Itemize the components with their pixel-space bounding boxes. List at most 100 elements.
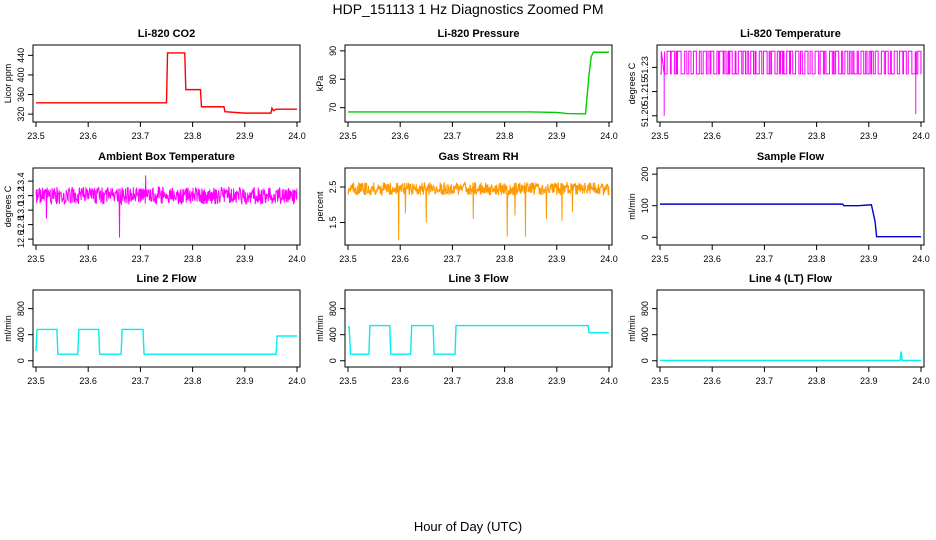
panel-title: Li-820 Pressure	[438, 28, 520, 40]
panel-line3: Line 3 Flow 23.5 23.6 23.7 23.8 23.9 24.0 0 400 8…	[315, 273, 618, 386]
y-axis-label: ml/min	[315, 315, 325, 342]
y-tick-label: 13.2	[16, 187, 26, 205]
x-tick-label: 24.0	[288, 376, 306, 386]
x-tick-label: 23.6	[391, 131, 409, 141]
panel-title: Li-820 Temperature	[740, 28, 841, 40]
x-tick-label: 23.7	[132, 254, 150, 264]
x-tick-label: 23.7	[132, 131, 150, 141]
y-tick-label: 90	[328, 46, 338, 56]
y-axis-label: Licor ppm	[3, 64, 13, 104]
x-tick-label: 23.7	[756, 376, 774, 386]
x-tick-label: 23.7	[444, 376, 462, 386]
series-line-line2	[35, 328, 297, 355]
x-tick-label: 23.9	[236, 376, 254, 386]
plot-frame	[656, 167, 925, 246]
x-tick-label: 23.7	[132, 376, 150, 386]
series-line-box_temp	[35, 175, 298, 238]
x-tick-label: 23.9	[548, 254, 566, 264]
panel-grid: Li-820 CO2 23.5 23.6 23.7 23.8 23.9 24.0 320 360…	[3, 28, 930, 386]
panel-line4: Line 4 (LT) Flow 23.5 23.6 23.7 23.8 23.9 24.0…	[627, 273, 930, 386]
panel-pressure: Li-820 Pressure 23.5 23.6 23.7 23.8 23.9 24.0 7…	[315, 28, 618, 141]
x-tick-label: 23.5	[651, 131, 669, 141]
x-tick-label: 24.0	[912, 254, 930, 264]
x-tick-label: 23.8	[808, 254, 826, 264]
x-tick-label: 24.0	[288, 254, 306, 264]
y-tick-label: 200	[640, 167, 650, 182]
figure-x-axis-label: Hour of Day (UTC)	[414, 519, 522, 534]
y-tick-label: 1.5	[328, 216, 338, 229]
y-tick-label: 400	[16, 67, 26, 82]
x-tick-label: 24.0	[600, 376, 618, 386]
series-line-sample_flow	[660, 203, 921, 238]
x-tick-label: 23.5	[27, 376, 45, 386]
x-tick-label: 23.8	[808, 376, 826, 386]
series-line-line4	[660, 351, 921, 362]
figure-title: HDP_151113 1 Hz Diagnostics Zoomed PM	[332, 1, 603, 17]
plot-frame	[32, 44, 301, 123]
y-tick-label: 440	[16, 48, 26, 63]
plot-frame	[344, 167, 613, 246]
x-tick-label: 23.8	[184, 376, 202, 386]
plot-frame	[656, 289, 925, 368]
y-tick-label: 320	[16, 107, 26, 122]
plot-frame	[344, 44, 613, 123]
panel-title: Line 4 (LT) Flow	[749, 273, 832, 285]
x-tick-label: 24.0	[600, 131, 618, 141]
y-tick-label: 400	[328, 327, 338, 342]
y-axis-label: ml/min	[627, 193, 637, 220]
y-tick-label: 800	[640, 301, 650, 316]
panel-sample_flow: Sample Flow 23.5 23.6 23.7 23.8 23.9 24.0 0 100 2…	[627, 151, 930, 264]
y-axis-label: degrees C	[3, 185, 13, 227]
panel-title: Gas Stream RH	[438, 151, 518, 163]
series-line-licor_temp	[660, 50, 922, 116]
x-tick-label: 23.6	[703, 131, 721, 141]
y-tick-label: 0	[640, 235, 650, 240]
x-tick-label: 23.8	[184, 131, 202, 141]
y-axis-label: ml/min	[3, 315, 13, 342]
x-tick-label: 23.6	[79, 254, 97, 264]
x-tick-label: 23.8	[496, 254, 514, 264]
x-tick-label: 23.9	[236, 131, 254, 141]
x-tick-label: 23.7	[756, 254, 774, 264]
x-tick-label: 23.7	[444, 131, 462, 141]
x-tick-label: 23.6	[79, 376, 97, 386]
x-tick-label: 23.5	[651, 254, 669, 264]
x-tick-label: 24.0	[600, 254, 618, 264]
y-axis-label: kPa	[315, 76, 325, 92]
x-tick-label: 23.5	[651, 376, 669, 386]
x-tick-label: 23.8	[184, 254, 202, 264]
x-tick-label: 23.5	[27, 254, 45, 264]
x-tick-label: 23.6	[703, 254, 721, 264]
panel-co2: Li-820 CO2 23.5 23.6 23.7 23.8 23.9 24.0 320 360…	[3, 28, 306, 141]
x-tick-label: 23.7	[444, 254, 462, 264]
x-tick-label: 23.8	[496, 376, 514, 386]
x-tick-label: 23.6	[391, 254, 409, 264]
plot-frame	[656, 44, 925, 123]
x-tick-label: 23.6	[703, 376, 721, 386]
series-line-line3	[348, 324, 609, 355]
y-tick-label: 12.8	[16, 216, 26, 234]
panel-licor_temp: Li-820 Temperature 23.5 23.6 23.7 23.8 23.9 24…	[627, 28, 930, 141]
y-axis-label: degrees C	[627, 62, 637, 104]
y-tick-label: 100	[640, 198, 650, 213]
y-axis-label: ml/min	[627, 315, 637, 342]
y-tick-label: 0	[640, 358, 650, 363]
y-tick-label: 13.4	[16, 172, 26, 190]
x-tick-label: 23.9	[548, 376, 566, 386]
panel-title: Li-820 CO2	[138, 28, 195, 40]
plot-frame	[344, 289, 613, 368]
x-tick-label: 23.5	[339, 376, 357, 386]
y-tick-label: 12.6	[16, 230, 26, 248]
plot-frame	[32, 167, 301, 246]
y-tick-label: 51.215	[640, 78, 650, 106]
y-tick-label: 400	[16, 327, 26, 342]
y-tick-label: 2.5	[328, 181, 338, 194]
x-tick-label: 23.6	[79, 131, 97, 141]
x-tick-label: 23.9	[548, 131, 566, 141]
y-tick-label: 13.0	[16, 201, 26, 219]
x-tick-label: 23.8	[496, 131, 514, 141]
panel-title: Ambient Box Temperature	[98, 151, 235, 163]
x-tick-label: 23.9	[860, 254, 878, 264]
x-tick-label: 23.6	[391, 376, 409, 386]
